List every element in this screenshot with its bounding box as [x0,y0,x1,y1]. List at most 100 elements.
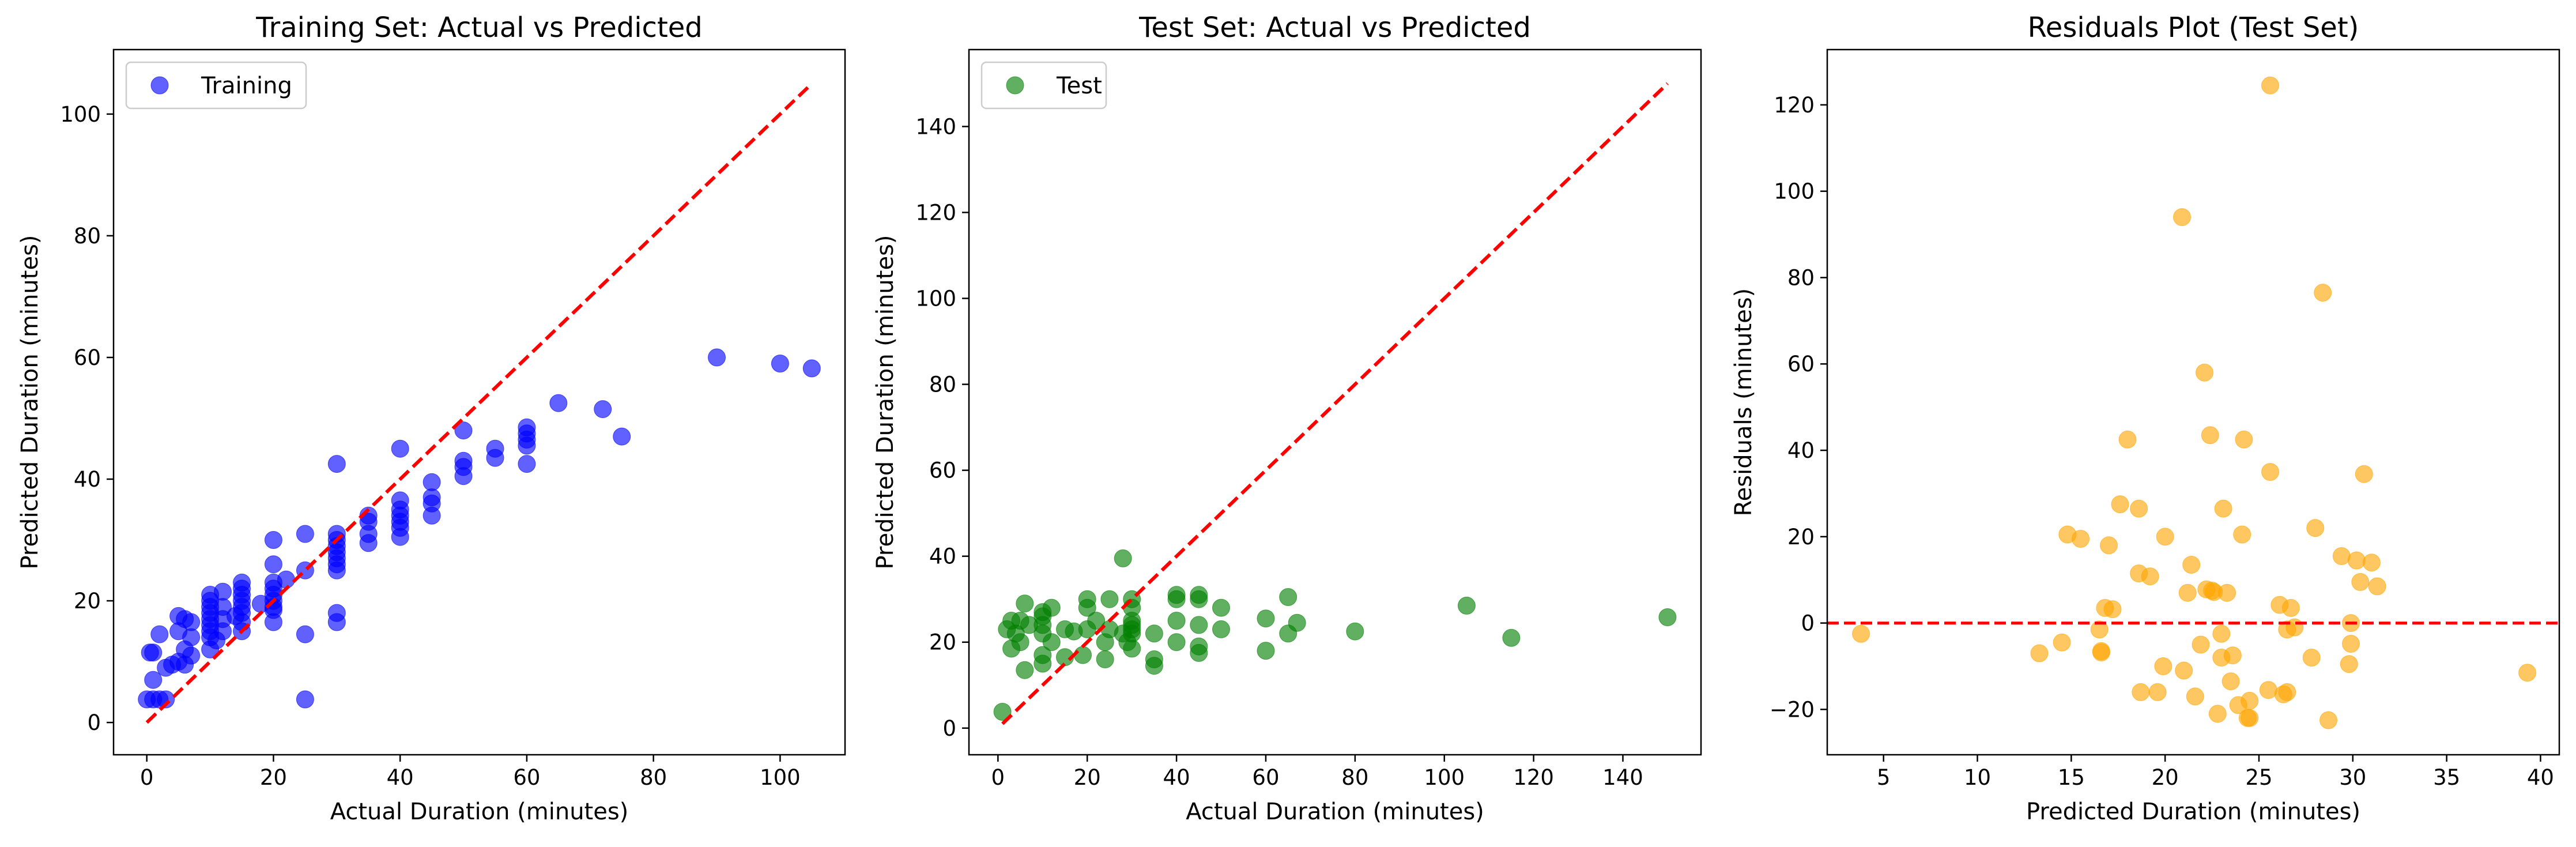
residuals-point [2347,551,2366,570]
training-chart-title: Training Set: Actual vs Predicted [255,12,703,44]
training-point [594,400,612,419]
test-y-axis-label: Predicted Duration (minutes) [872,235,899,569]
training-point [518,455,536,473]
test-x-tick-label: 40 [1163,765,1190,790]
residuals-point [2132,683,2150,701]
training-point [296,625,314,643]
training-point [327,525,346,543]
residuals-point [2278,683,2296,701]
test-point [1257,642,1275,660]
residuals-point [2342,635,2360,653]
test-point [1212,620,1230,638]
residuals-point [2241,691,2259,710]
residuals-y-tick-label: 100 [1774,179,1815,204]
training-x-tick-label: 100 [760,765,801,790]
residuals-point [2182,556,2201,574]
test-x-tick-label: 0 [991,765,1005,790]
test-point [1167,586,1186,604]
residuals-point [2340,655,2358,673]
training-x-tick-label: 60 [513,765,540,790]
test-point [1502,628,1521,647]
training-legend-marker [150,76,169,95]
residuals-y-tick-label: 0 [1801,611,1815,636]
test-point [993,703,1012,721]
residuals-point [2214,499,2232,518]
residuals-point [2281,598,2300,617]
training-y-tick-label: 100 [60,102,101,127]
residuals-x-tick-label: 10 [1964,765,1991,790]
training-point [277,570,295,589]
training-point [802,359,821,378]
test-point [1087,612,1106,630]
training-point [264,531,282,549]
test-x-tick-label: 80 [1341,765,1368,790]
residuals-point [2319,711,2337,729]
residuals-point [2208,705,2227,723]
training-point [454,451,473,470]
training-point [486,439,504,458]
training-point [182,613,201,631]
training-point [182,628,201,646]
test-point [1190,637,1208,656]
residuals-point [2285,618,2304,637]
residuals-axes-frame [1826,48,2560,756]
test-y-tick-label: 40 [929,544,956,569]
training-point [327,455,346,473]
test-legend-marker [1006,76,1024,95]
residuals-x-axis-label: Predicted Duration (minutes) [2026,799,2360,825]
training-perfect-prediction-line [145,82,813,724]
test-point [1016,661,1034,679]
residuals-point [2100,536,2118,555]
residuals-point [2030,644,2049,662]
training-point [708,348,726,367]
test-point [1011,633,1029,652]
residuals-x-tick-label: 30 [2339,765,2366,790]
test-x-tick-label: 140 [1602,765,1643,790]
test-point [1016,594,1034,613]
training-point [150,625,169,643]
residuals-x-tick-label: 40 [2527,765,2554,790]
residuals-point [2156,528,2174,546]
residuals-y-tick-label: 80 [1787,265,1815,290]
test-y-tick-label: 80 [929,372,956,397]
training-point [144,643,163,662]
test-y-tick-label: 0 [942,716,956,741]
residuals-point [2241,709,2259,727]
test-point [1034,646,1052,664]
training-y-tick-label: 0 [87,710,101,735]
training-x-tick-label: 20 [260,765,287,790]
residuals-y-tick-label: 40 [1787,438,1815,463]
test-point [1078,590,1096,608]
test-x-tick-label: 60 [1252,765,1279,790]
residuals-scatter-panel: 5 10 15 20 25 30 35 40 −20 0 20 40 60 80 100 120 Residua… [1730,12,2560,825]
residuals-x-tick-label: 5 [1877,765,1891,790]
test-point [1457,596,1476,615]
test-point [1190,616,1208,634]
training-point [391,491,409,510]
training-axes-frame [112,48,846,756]
training-point [391,439,409,458]
residuals-point [2178,584,2197,602]
residuals-point [2196,363,2213,382]
training-point [233,573,251,592]
test-point [1288,613,1306,632]
residuals-point [2141,567,2159,586]
residuals-point [2201,426,2219,445]
residuals-y-tick-label: −20 [1770,697,1815,722]
training-x-tick-label: 40 [387,765,414,790]
residuals-point [2261,463,2279,481]
residuals-point [2090,620,2109,639]
residuals-x-tick-label: 20 [2152,765,2179,790]
test-perfect-prediction-line [1001,82,1669,725]
residuals-point [2148,683,2167,701]
test-x-tick-label: 120 [1513,765,1554,790]
training-point [214,582,232,601]
test-point [1123,639,1141,658]
residuals-point [2053,633,2071,652]
test-y-tick-label: 140 [915,114,956,139]
test-chart-title: Test Set: Actual vs Predicted [1138,12,1531,44]
residuals-point [2186,687,2204,706]
test-point [1658,608,1677,626]
test-point [1042,598,1061,617]
residuals-point [2362,554,2381,572]
